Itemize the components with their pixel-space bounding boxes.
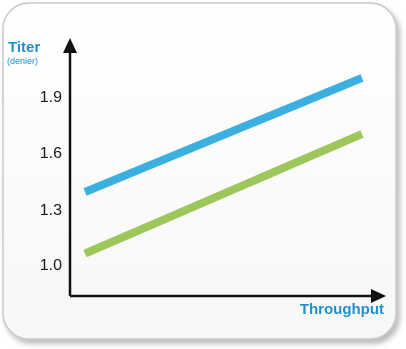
series-line-0	[83, 74, 364, 196]
y-axis-arrow-icon	[63, 38, 77, 53]
x-axis-title: Throughput	[300, 301, 384, 318]
series-layer	[83, 74, 364, 258]
y-axis-unit: (denier)	[7, 56, 38, 66]
y-tick-label-1: 1.3	[40, 202, 62, 219]
series-line-1	[83, 130, 364, 258]
y-tick-label-3: 1.9	[40, 89, 62, 106]
x-axis-arrow-icon	[371, 289, 386, 303]
y-tick-label-2: 1.6	[40, 145, 62, 162]
chart-card	[2, 2, 397, 340]
y-axis-title: Titer	[8, 39, 40, 56]
y-tick-label-0: 1.0	[40, 257, 62, 274]
